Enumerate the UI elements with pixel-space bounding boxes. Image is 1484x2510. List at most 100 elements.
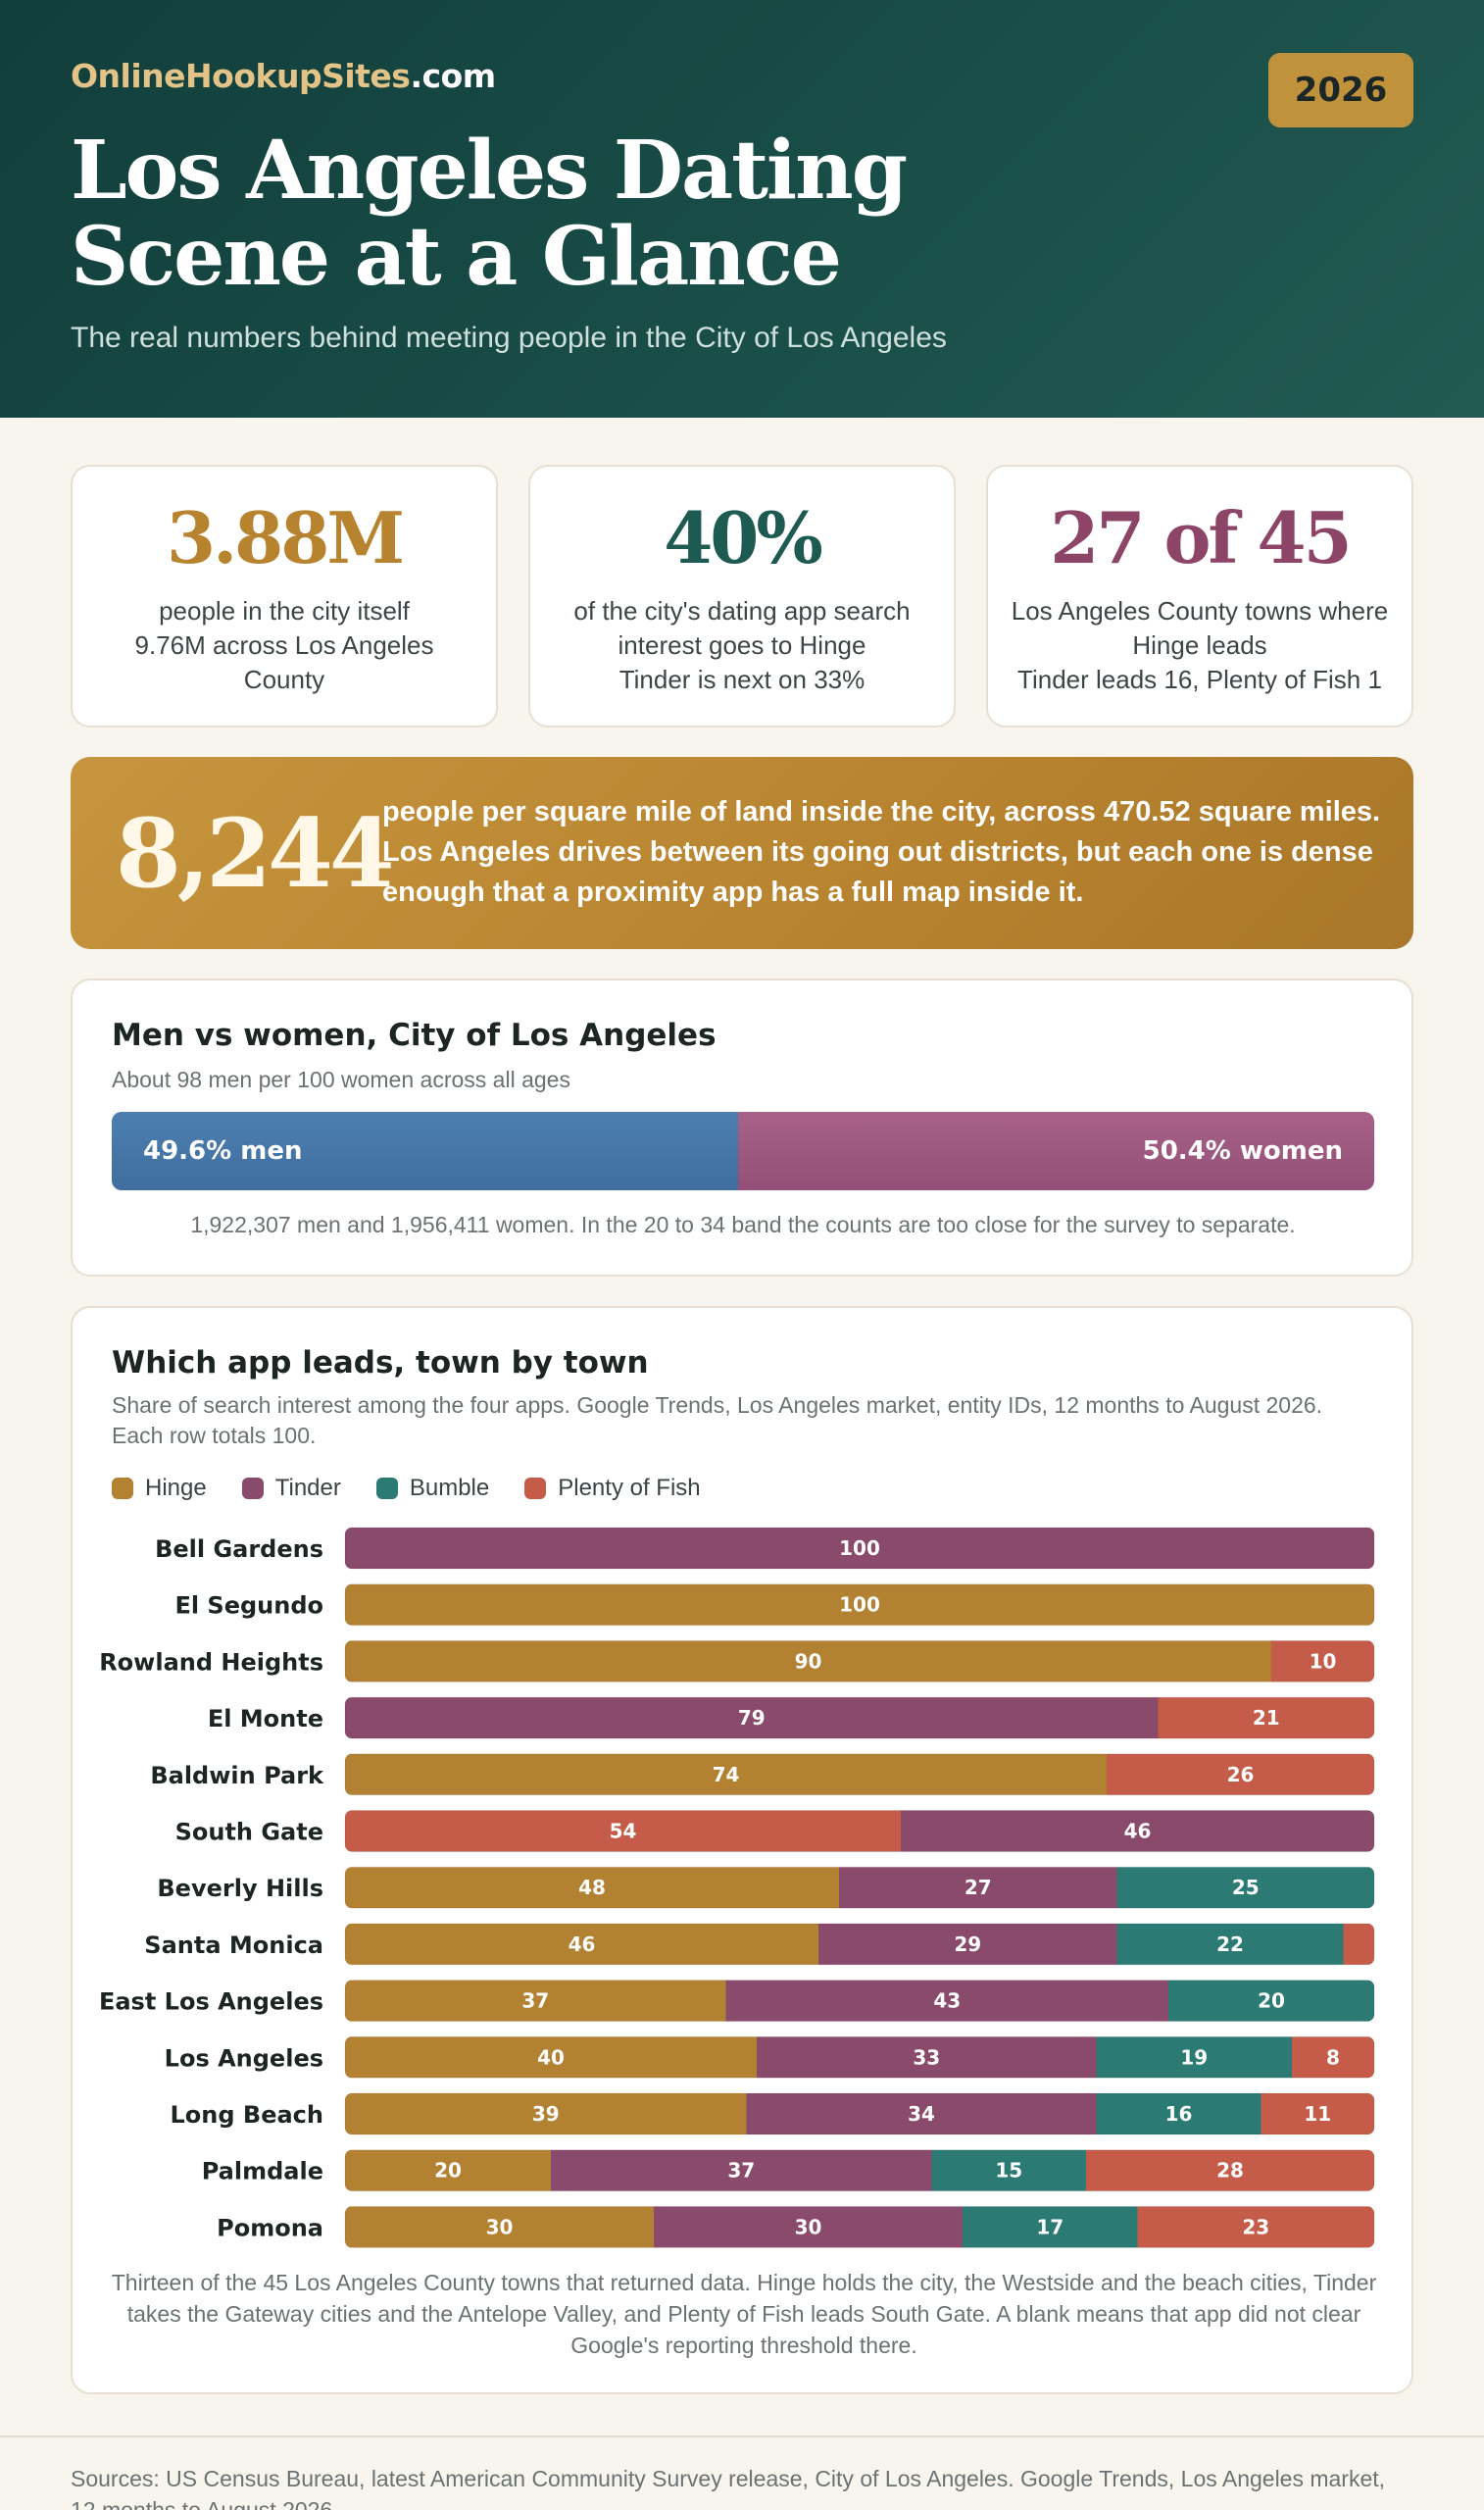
segment-value-label: 30 [795,2215,822,2238]
brand-logo[interactable]: OnlineHookupSites.com [71,57,496,95]
stat-card-hinge-share: 40% of the city's dating app search inte… [528,465,956,728]
gender-card: Men vs women, City of Los Angeles About … [71,979,1413,1277]
bar-segment [1096,2036,1292,2079]
segment-value-label: 22 [1216,1933,1244,1956]
legend-swatch [524,1478,547,1499]
bar-segment [1168,1980,1374,2022]
chart-row: Long Beach 39 34 16 11 [171,2092,1375,2135]
segment-value-label: 10 [1310,1649,1337,1673]
app-leader-chart: Bell Gardens 100 El Segundo 100 Rowland Heig… [99,1527,1375,2248]
bar-segment [551,2149,932,2191]
brand-name: OnlineHookupSites [71,57,411,95]
chart-row: Bell Gardens 100 [155,1527,1375,1570]
bar-outline [344,1923,1375,1966]
legend-item: Tinder [241,1475,341,1502]
segment-value-label: 100 [839,1593,880,1617]
chart-row: South Gate 54 46 [175,1810,1375,1852]
bar-outline [344,1980,1375,2023]
header-banner: OnlineHookupSites.com 2026 Los Angeles D… [0,0,1484,418]
bar-segment [345,1810,901,1852]
town-label: El Segundo [174,1592,323,1620]
bar-segment [1343,1923,1374,1965]
bar-outline [344,1810,1375,1852]
legend-swatch [241,1478,264,1499]
town-label: East Los Angeles [99,1988,323,2016]
bar-segment [345,1528,1374,1569]
chart-row: East Los Angeles 37 43 20 [99,1980,1375,2023]
women-segment: 50.4% women [737,1112,1374,1190]
page-title: Los Angeles Dating Scene at a Glance [71,127,1149,300]
density-value: 8,244 [116,798,395,909]
bar-segment [345,2149,551,2191]
apps-card: Which app leads, town by town Share of s… [71,1306,1413,2394]
segment-value-label: 74 [713,1763,740,1786]
legend-label: Hinge [145,1475,207,1501]
town-label: Palmdale [202,2158,323,2185]
bar-segment [1107,1753,1374,1795]
legend-swatch [112,1478,133,1499]
segment-value-label: 34 [908,2102,935,2126]
chart-row: Baldwin Park 74 26 [150,1753,1375,1796]
segment-value-label: 90 [795,1649,822,1673]
apps-note: Thirteen of the 45 Los Angeles County to… [111,2270,1377,2358]
bar-segment [963,2206,1138,2248]
gender-split-bar: 49.6% men 50.4% women [112,1112,1374,1190]
sources-text: Sources: US Census Bureau, latest Americ… [71,2466,1386,2510]
bar-segment [654,2206,963,2248]
density-text: people per square mile of land inside th… [382,796,1381,908]
bar-segment [1137,2206,1374,2248]
segment-value-label: 33 [913,2045,940,2069]
apps-subtitle: Share of search interest among the four … [112,1392,1323,1448]
legend-label: Bumble [409,1475,490,1501]
bar-segment [345,1583,1374,1626]
bar-outline [344,1866,1375,1909]
chart-legend: Hinge Tinder Bumble Plenty of Fish [112,1475,701,1502]
legend-item: Hinge [112,1475,207,1502]
stat-value: 27 of 45 [1050,496,1353,579]
segment-value-label: 79 [738,1706,766,1730]
page-title-line2: Scene at a Glance [71,210,842,304]
footer-divider [0,2435,1484,2437]
segment-value-label: 28 [1216,2159,1244,2183]
segment-value-label: 16 [1165,2102,1193,2126]
bar-segment [1158,1697,1374,1739]
segment-value-label: 15 [995,2159,1022,2183]
bar-outline [344,1753,1375,1796]
segment-value-label: 40 [537,2045,565,2069]
segment-value-label: 48 [578,1876,606,1899]
chart-row: Santa Monica 46 29 22 [144,1923,1375,1966]
bar-outline [344,2205,1375,2248]
segment-value-label: 17 [1036,2215,1064,2238]
segment-value-label: 21 [1253,1706,1280,1730]
town-label: Los Angeles [165,2044,323,2072]
stat-value: 40% [664,496,823,579]
gender-subtitle: About 98 men per 100 women across all ag… [112,1067,570,1092]
bar-outline [344,1583,1375,1627]
segment-value-label: 30 [486,2215,514,2238]
town-label: Pomona [217,2214,323,2241]
segment-value-label: 37 [727,2159,755,2183]
chart-row: El Segundo 100 [174,1583,1375,1627]
legend-item: Bumble [375,1475,490,1502]
bar-segment [345,1640,1271,1682]
segment-value-label: 11 [1304,2102,1331,2126]
bar-segment [345,1923,818,1965]
bar-segment [345,2036,757,2079]
legend-swatch [375,1478,398,1499]
stat-value: 3.88M [166,496,405,579]
bar-segment [345,2093,747,2134]
bar-segment [1292,2036,1374,2079]
chart-row: Rowland Heights 90 10 [99,1639,1375,1682]
apps-title: Which app leads, town by town [112,1345,649,1380]
page-title-line1: Los Angeles Dating [71,124,908,218]
men-segment: 49.6% men [112,1112,738,1190]
bar-outline [344,1527,1375,1570]
segment-value-label: 23 [1242,2215,1269,2238]
town-label: Santa Monica [144,1932,323,1959]
segment-value-label: 20 [1258,1989,1285,2013]
bar-segment [757,2036,1097,2079]
stat-line: of the city's dating app search interest… [573,596,911,660]
bar-segment [345,1697,1159,1739]
bar-segment [818,1923,1117,1965]
town-label: Rowland Heights [99,1648,323,1676]
